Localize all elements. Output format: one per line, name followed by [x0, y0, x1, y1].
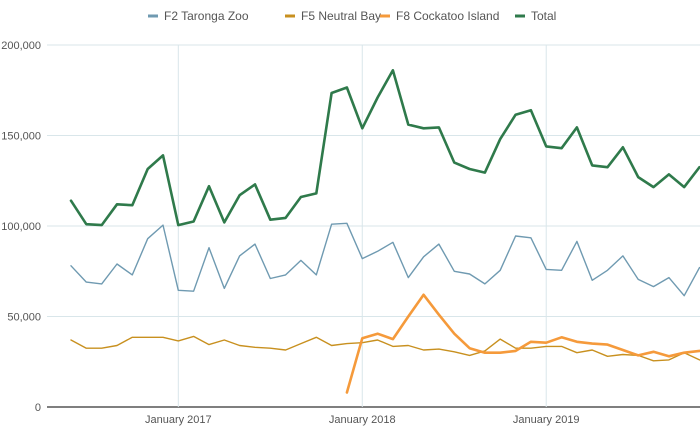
x-axis: January 2017 January 2018 January 2019	[145, 414, 580, 426]
y-axis: 0 50,000 100,000 150,000 200,000	[1, 40, 41, 414]
x-tick-label: January 2019	[513, 414, 580, 426]
y-tick-label: 50,000	[7, 312, 41, 324]
x-tick-label: January 2018	[329, 414, 396, 426]
series-line-f5-neutral-bay	[70, 335, 700, 362]
series-line-f2-taronga-zoo	[70, 222, 700, 297]
y-tick-label: 200,000	[1, 40, 41, 52]
legend: F2 Taronga Zoo F5 Neutral Bay F8 Cockatoo …	[148, 9, 556, 23]
legend-item-f2-taronga-zoo: F2 Taronga Zoo	[148, 9, 249, 23]
y-tick-label: 100,000	[1, 221, 41, 233]
legend-label: F2 Taronga Zoo	[164, 9, 249, 23]
x-tick-label: January 2017	[145, 414, 212, 426]
y-tick-label: 150,000	[1, 131, 41, 143]
series-line-f8-cockatoo-island	[345, 293, 700, 394]
legend-label: Total	[531, 9, 556, 23]
legend-item-f8-cockatoo-island: F8 Cockatoo Island	[380, 9, 499, 23]
gridlines	[47, 44, 700, 408]
legend-label: F5 Neutral Bay	[301, 9, 381, 23]
legend-item-f5-neutral-bay: F5 Neutral Bay	[285, 9, 381, 23]
legend-label: F8 Cockatoo Island	[396, 9, 499, 23]
series-line-total	[69, 69, 700, 227]
series-lines	[69, 69, 700, 394]
y-tick-label: 0	[35, 402, 41, 414]
legend-item-total: Total	[515, 9, 556, 23]
